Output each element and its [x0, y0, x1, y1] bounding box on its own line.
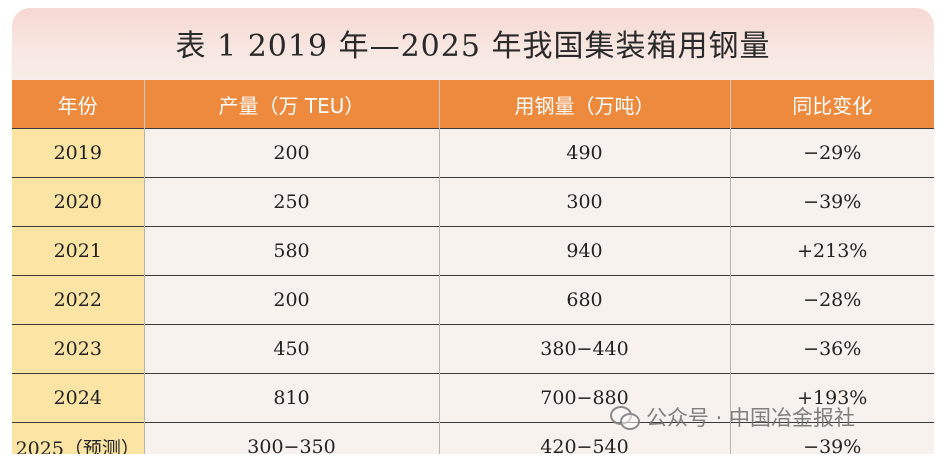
header-row: 年份 产量（万 TEU） 用钢量（万吨） 同比变化 — [12, 80, 934, 129]
cell-output: 200 — [144, 275, 440, 325]
cell-change: −28% — [730, 275, 934, 325]
cell-year: 2019 — [12, 128, 145, 178]
watermark-text: 公众号 · 中国冶金报社 — [646, 406, 856, 430]
cell-output: 450 — [144, 324, 440, 374]
cell-steel: 680 — [439, 275, 731, 325]
table-row: 2022 200 680 −28% — [12, 275, 934, 325]
cell-steel: 940 — [439, 226, 731, 276]
cell-output: 580 — [144, 226, 440, 276]
header-output: 产量（万 TEU） — [144, 80, 440, 129]
table-row: 2024 810 700−880 +193% — [12, 373, 934, 423]
cell-year: 2022 — [12, 275, 145, 325]
table-row: 2023 450 380−440 −36% — [12, 324, 934, 374]
cell-steel: 490 — [439, 128, 731, 178]
cell-year: 2025（预测） — [12, 422, 145, 454]
steel-usage-table: 年份 产量（万 TEU） 用钢量（万吨） 同比变化 2019 200 490 −… — [12, 80, 934, 454]
table-row: 2025（预测） 300−350 420−540 −39% — [12, 422, 934, 454]
header-change: 同比变化 — [730, 80, 934, 129]
table-row: 2019 200 490 −29% — [12, 128, 934, 178]
cell-change: −39% — [730, 422, 934, 454]
cell-steel: 300 — [439, 177, 731, 227]
cell-output: 250 — [144, 177, 440, 227]
cell-change: +193% — [730, 373, 934, 423]
cell-output: 300−350 — [144, 422, 440, 454]
cell-steel: 700−880 — [439, 373, 731, 423]
title-bar: 表 1 2019 年—2025 年我国集装箱用钢量 — [12, 8, 934, 78]
table-row: 2020 250 300 −39% — [12, 177, 934, 227]
cell-change: −36% — [730, 324, 934, 374]
cell-change: −39% — [730, 177, 934, 227]
table-row: 2021 580 940 +213% — [12, 226, 934, 276]
cell-change: +213% — [730, 226, 934, 276]
cell-steel: 380−440 — [439, 324, 731, 374]
watermark: 公众号 · 中国冶金报社 — [610, 402, 855, 432]
cell-change: −29% — [730, 128, 934, 178]
cell-year: 2021 — [12, 226, 145, 276]
cell-output: 810 — [144, 373, 440, 423]
cell-steel: 420−540 — [439, 422, 731, 454]
header-year: 年份 — [12, 80, 145, 129]
wechat-icon — [610, 406, 640, 430]
cell-year: 2023 — [12, 324, 145, 374]
table-panel: 表 1 2019 年—2025 年我国集装箱用钢量 年份 产量（万 TEU） 用… — [12, 8, 934, 454]
header-steel: 用钢量（万吨） — [439, 80, 731, 129]
table-title: 表 1 2019 年—2025 年我国集装箱用钢量 — [175, 29, 771, 64]
cell-year: 2020 — [12, 177, 145, 227]
cell-year: 2024 — [12, 373, 145, 423]
cell-output: 200 — [144, 128, 440, 178]
